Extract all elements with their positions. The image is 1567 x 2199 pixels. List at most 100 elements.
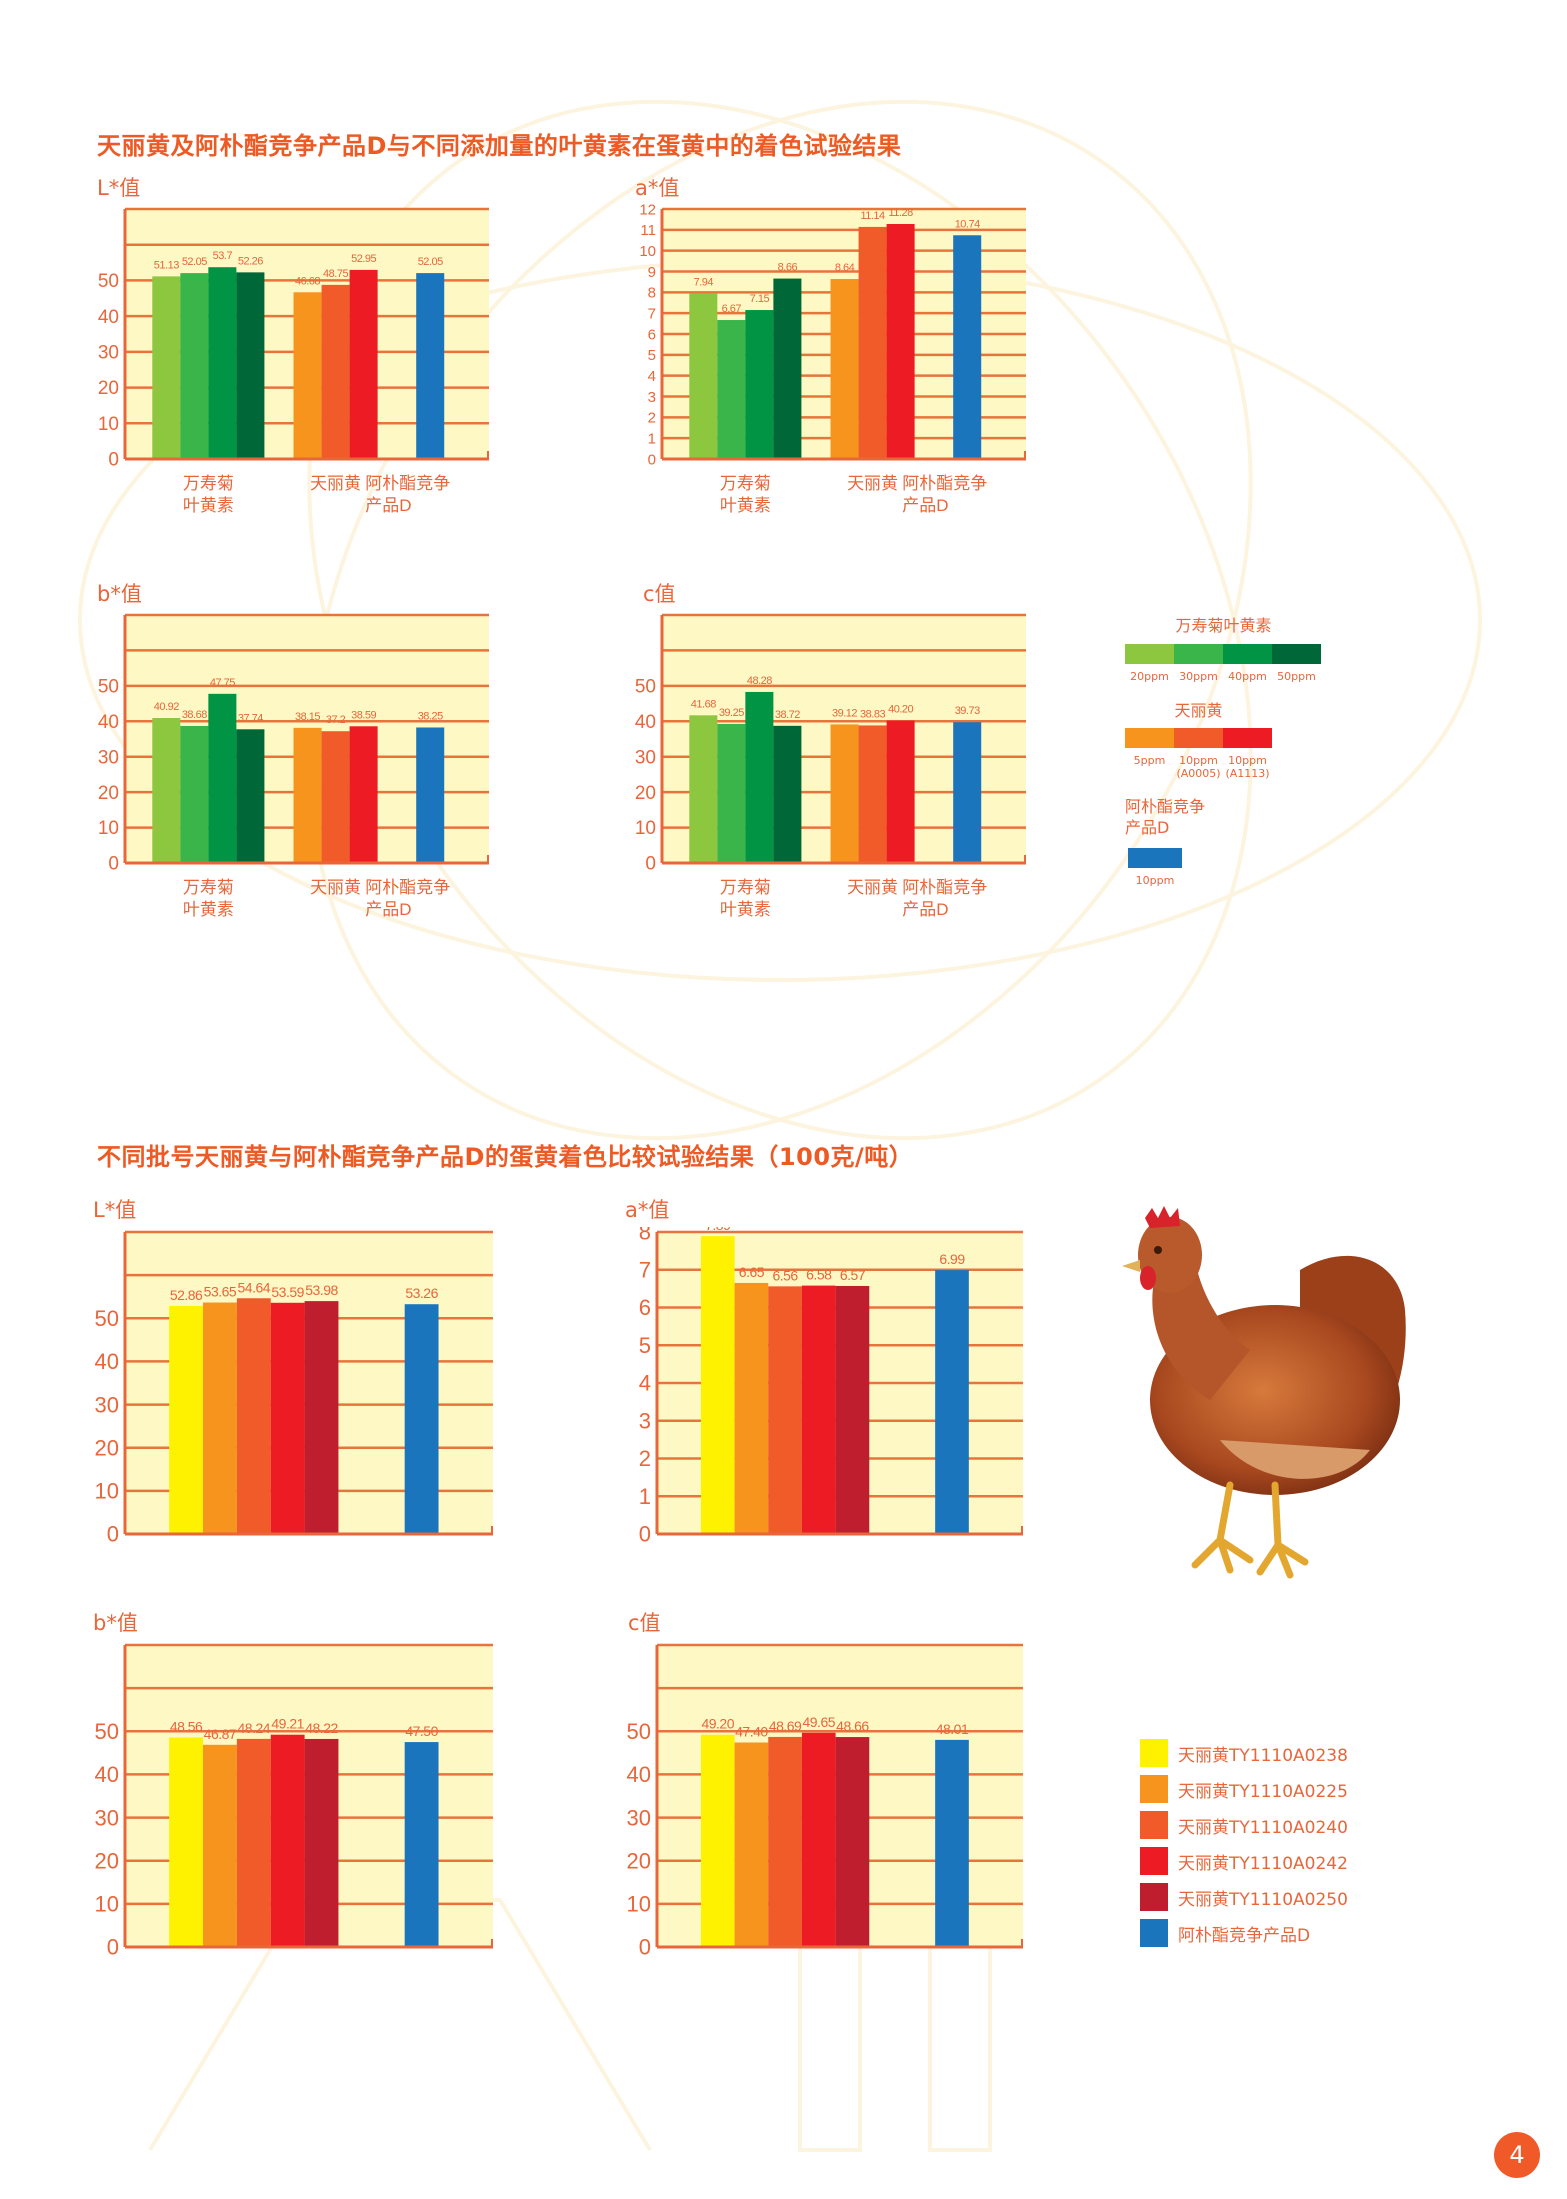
bar <box>208 693 237 863</box>
bar <box>801 1285 836 1534</box>
legend-swatch <box>1140 1739 1168 1767</box>
bar-value-label: 53.65 <box>204 1284 237 1300</box>
y-tick-label: 10 <box>98 414 119 435</box>
bar-value-label: 6.99 <box>939 1251 965 1267</box>
legend-item-label: 40ppm <box>1228 670 1267 683</box>
y-tick-label: 8 <box>639 1227 651 1245</box>
bar-value-label: 7.89 <box>705 1227 731 1233</box>
legend-item-label: 10ppm <box>1135 874 1175 887</box>
y-axis-title: c值 <box>628 1611 661 1635</box>
bar <box>689 293 718 459</box>
bar <box>717 320 746 459</box>
bar-value-label: 52.05 <box>182 256 207 268</box>
bar-value-label: 49.20 <box>701 1716 734 1732</box>
legend-swatch <box>1140 1847 1168 1875</box>
category-label: 产品D <box>365 496 411 515</box>
legend-label: 天丽黄TY1110A0238 <box>1178 1745 1348 1766</box>
y-tick-label: 50 <box>95 1306 119 1331</box>
category-label: 产品D <box>902 900 948 919</box>
y-tick-label: 30 <box>98 747 119 768</box>
bar-value-label: 48.24 <box>238 1720 271 1736</box>
category-label: 天丽黄 <box>847 474 898 493</box>
bar-value-label: 38.68 <box>182 709 207 721</box>
y-tick-label: 50 <box>635 677 656 698</box>
bar <box>404 1742 439 1947</box>
bar <box>349 269 378 459</box>
y-tick-label: 0 <box>108 854 119 875</box>
y-tick-label: 12 <box>639 204 656 218</box>
legend-label: 天丽黄TY1110A0240 <box>1178 1817 1348 1838</box>
legend-swatch <box>1223 644 1272 664</box>
legend-item-label: 10ppm <box>1179 754 1218 767</box>
bar <box>169 1737 204 1947</box>
y-tick-label: 30 <box>95 1805 119 1830</box>
bar-value-label: 47.50 <box>405 1723 438 1739</box>
bar <box>768 1736 802 1947</box>
bar <box>734 1742 769 1947</box>
bar-value-label: 40.20 <box>888 704 913 716</box>
y-tick-label: 5 <box>648 347 656 364</box>
bar-value-label: 52.05 <box>418 256 443 268</box>
y-tick-label: 10 <box>627 1892 651 1917</box>
category-label: 叶黄素 <box>720 900 771 919</box>
y-tick-label: 40 <box>98 712 119 733</box>
y-tick-label: 20 <box>98 783 119 804</box>
bar-value-label: 10.74 <box>955 218 980 230</box>
y-tick-label: 10 <box>635 818 656 839</box>
bar-chart-7: 0 10 20 30 40 50 48.56 46.87 48.24 49.21 48.22 47.5… <box>95 1643 493 1960</box>
bar-chart-5: 0 10 20 30 40 50 52.86 53.65 54.64 53.59 53.98 53.2… <box>95 1230 493 1547</box>
bar <box>236 729 265 863</box>
bar-value-label: 48.75 <box>323 268 348 280</box>
bar <box>236 1298 271 1534</box>
y-tick-label: 20 <box>627 1848 651 1873</box>
legend-item: 天丽黄TY1110A0250 <box>1140 1882 1348 1912</box>
bar-value-label: 39.73 <box>955 705 980 717</box>
legend-group-title: 天丽黄 <box>1174 701 1223 720</box>
bar-value-label: 6.67 <box>722 303 742 315</box>
page-number: 4 <box>1494 2132 1540 2178</box>
legend-group-title: 产品D <box>1125 818 1170 837</box>
legend-swatch <box>1223 728 1272 748</box>
category-label: 万寿菊 <box>183 878 234 897</box>
legend-swatch <box>1140 1775 1168 1803</box>
bar <box>321 284 350 459</box>
y-tick-label: 6 <box>639 1295 651 1320</box>
y-tick-label: 8 <box>648 285 656 302</box>
y-tick-label: 11 <box>640 222 656 239</box>
bar-value-label: 37.2 <box>326 714 346 726</box>
category-label: 产品D <box>365 900 411 919</box>
y-tick-label: 4 <box>648 368 656 385</box>
category-label: 天丽黄 <box>310 878 361 897</box>
bar <box>835 1285 870 1534</box>
y-tick-label: 0 <box>639 1935 651 1960</box>
bar-value-label: 53.59 <box>271 1284 304 1300</box>
bar <box>416 273 445 459</box>
y-tick-label: 0 <box>108 450 119 471</box>
bar-value-label: 46.87 <box>204 1726 237 1742</box>
bar <box>953 722 982 863</box>
section1-title: 天丽黄及阿朴酯竞争产品D与不同添加量的叶黄素在蛋黄中的着色试验结果 <box>97 132 902 160</box>
y-tick-label: 0 <box>107 1935 119 1960</box>
bar <box>304 1301 339 1534</box>
bar-value-label: 46.68 <box>295 275 320 287</box>
legend-item: 天丽黄TY1110A0242 <box>1140 1846 1348 1876</box>
y-tick-label: 50 <box>627 1719 651 1744</box>
bar-value-label: 53.98 <box>305 1282 338 1298</box>
bar <box>404 1304 439 1534</box>
bar-value-label: 38.59 <box>351 709 376 721</box>
category-label: 叶黄素 <box>183 496 234 515</box>
y-tick-label: 40 <box>95 1349 119 1374</box>
y-tick-label: 10 <box>95 1479 119 1504</box>
y-tick-label: 20 <box>95 1435 119 1460</box>
bar <box>270 1302 305 1534</box>
bar-value-label: 41.68 <box>691 698 716 710</box>
bar-value-label: 52.86 <box>170 1287 203 1303</box>
bar-value-label: 51.13 <box>154 259 179 271</box>
bar-value-label: 52.95 <box>351 253 376 265</box>
y-tick-label: 40 <box>95 1762 119 1787</box>
bar-value-label: 6.58 <box>806 1267 832 1283</box>
legend-swatch <box>1140 1883 1168 1911</box>
bar <box>304 1738 339 1947</box>
y-axis-title: L*值 <box>97 176 141 200</box>
